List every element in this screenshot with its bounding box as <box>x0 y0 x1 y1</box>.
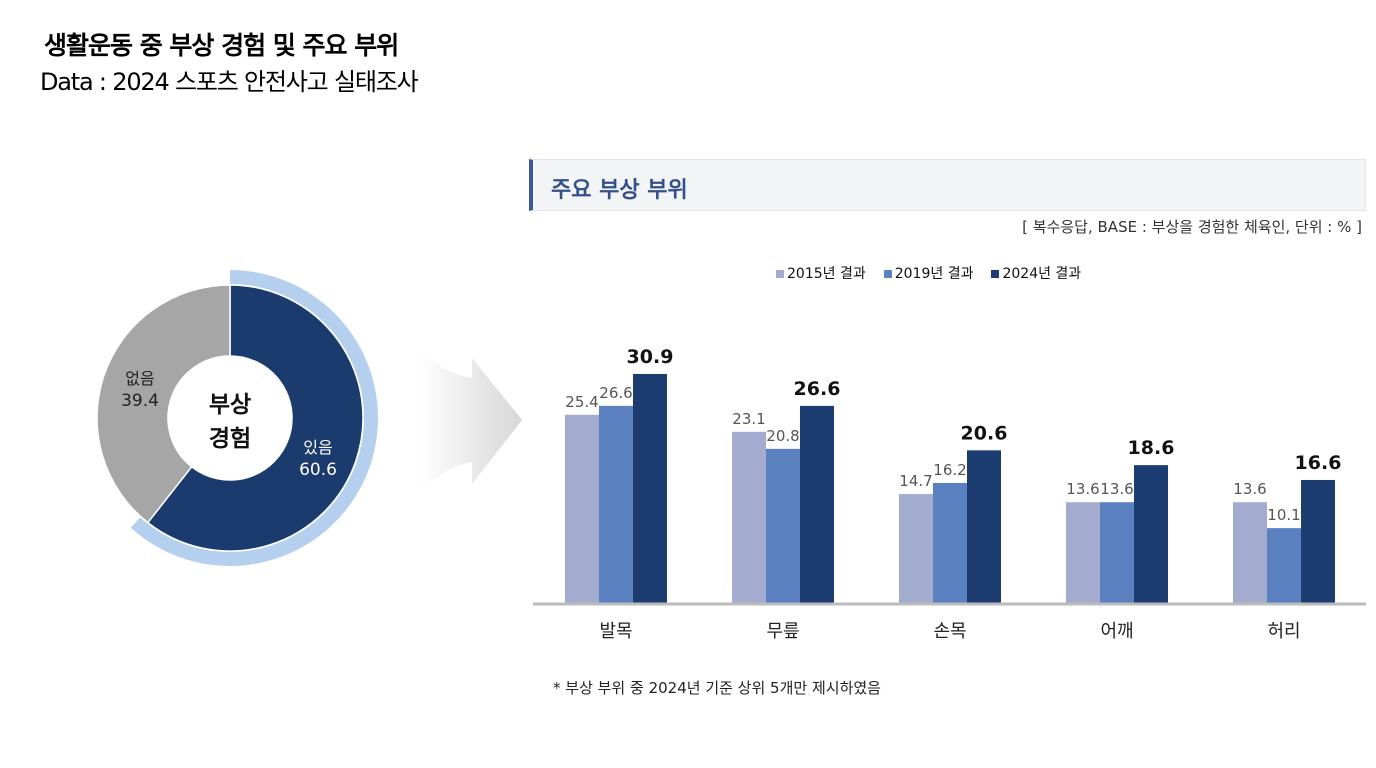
bar-무릎-0 <box>732 431 766 603</box>
highlight-ring <box>130 270 379 566</box>
data-label: 13.6 <box>1100 480 1133 498</box>
data-label: 18.6 <box>1128 437 1175 459</box>
bar-어깨-0 <box>1066 502 1100 603</box>
x-tick-label: 무릎 <box>766 621 799 642</box>
slice-value-yes: 60.6 <box>299 460 337 480</box>
data-label: 10.1 <box>1267 506 1300 524</box>
legend: 2015년 결과 2019년 결과 2024년 결과 <box>776 263 1081 283</box>
slice-label-yes: 있음 <box>303 438 332 457</box>
bar-무릎-1 <box>766 448 800 603</box>
data-label: 13.6 <box>1233 480 1266 498</box>
donut-slice-1 <box>96 284 231 524</box>
data-label: 23.1 <box>732 410 765 428</box>
data-label: 30.9 <box>627 346 674 368</box>
arrow-right-icon <box>420 352 522 490</box>
data-label: 26.6 <box>599 384 632 402</box>
bar-발목-1 <box>599 405 633 603</box>
legend-item-2019: 2019년 결과 <box>883 263 973 283</box>
donut-slice-0 <box>146 284 364 552</box>
bar-발목-0 <box>565 414 599 603</box>
data-label: 14.7 <box>899 472 932 490</box>
bar-허리-0 <box>1233 502 1267 603</box>
bar-발목-2 <box>633 374 667 603</box>
x-tick-label: 발목 <box>599 621 632 642</box>
data-label: 25.4 <box>565 393 598 411</box>
data-label: 20.8 <box>766 427 799 445</box>
chart-title-box: 주요 부상 부위 <box>529 159 1366 211</box>
bar-손목-0 <box>899 494 933 603</box>
bar-어깨-2 <box>1134 465 1168 603</box>
bar-손목-1 <box>933 482 967 603</box>
page-subtitle: Data : 2024 스포츠 안전사고 실태조사 <box>40 68 419 96</box>
data-label: 16.2 <box>933 461 966 479</box>
bar-허리-1 <box>1267 528 1301 603</box>
slice-value-no: 39.4 <box>121 391 159 411</box>
x-tick-label: 어깨 <box>1100 621 1133 642</box>
chart-note: [ 복수응답, BASE : 부상을 경험한 체육인, 단위 : % ] <box>1022 218 1362 236</box>
bar-무릎-2 <box>800 405 834 603</box>
data-label: 16.6 <box>1295 452 1342 474</box>
page-title: 생활운동 중 부상 경험 및 주요 부위 <box>44 31 399 60</box>
chart-title: 주요 부상 부위 <box>551 178 688 203</box>
center-label-2: 경험 <box>209 426 251 452</box>
data-label: 26.6 <box>794 378 841 400</box>
data-label: 20.6 <box>961 422 1008 444</box>
legend-item-2015: 2015년 결과 <box>776 263 866 283</box>
x-tick-label: 허리 <box>1267 621 1300 642</box>
slice-label-no: 없음 <box>125 369 154 388</box>
bar-어깨-1 <box>1100 502 1134 603</box>
bar-허리-2 <box>1301 479 1335 603</box>
data-label: 13.6 <box>1066 480 1099 498</box>
bar-손목-2 <box>967 450 1001 603</box>
x-tick-label: 손목 <box>933 621 966 642</box>
center-label-1: 부상 <box>209 392 251 418</box>
footnote: * 부상 부위 중 2024년 기준 상위 5개만 제시하였음 <box>553 679 881 697</box>
legend-item-2024: 2024년 결과 <box>991 263 1081 283</box>
